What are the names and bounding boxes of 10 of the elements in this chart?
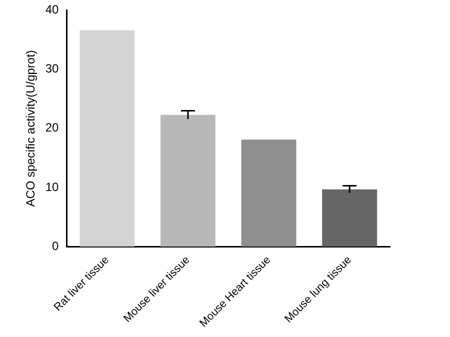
y-tick-label: 30 xyxy=(45,62,60,76)
bar xyxy=(241,140,296,247)
bar xyxy=(322,189,378,247)
y-tick-label: 20 xyxy=(45,120,60,135)
y-tick-label: 40 xyxy=(45,2,60,17)
y-tick-label: 10 xyxy=(45,180,60,194)
y-tick-label: 0 xyxy=(52,238,60,253)
bar xyxy=(160,114,216,247)
bar xyxy=(80,30,135,247)
y-axis-title: ACO specific activity(U/gprot) xyxy=(24,50,38,207)
